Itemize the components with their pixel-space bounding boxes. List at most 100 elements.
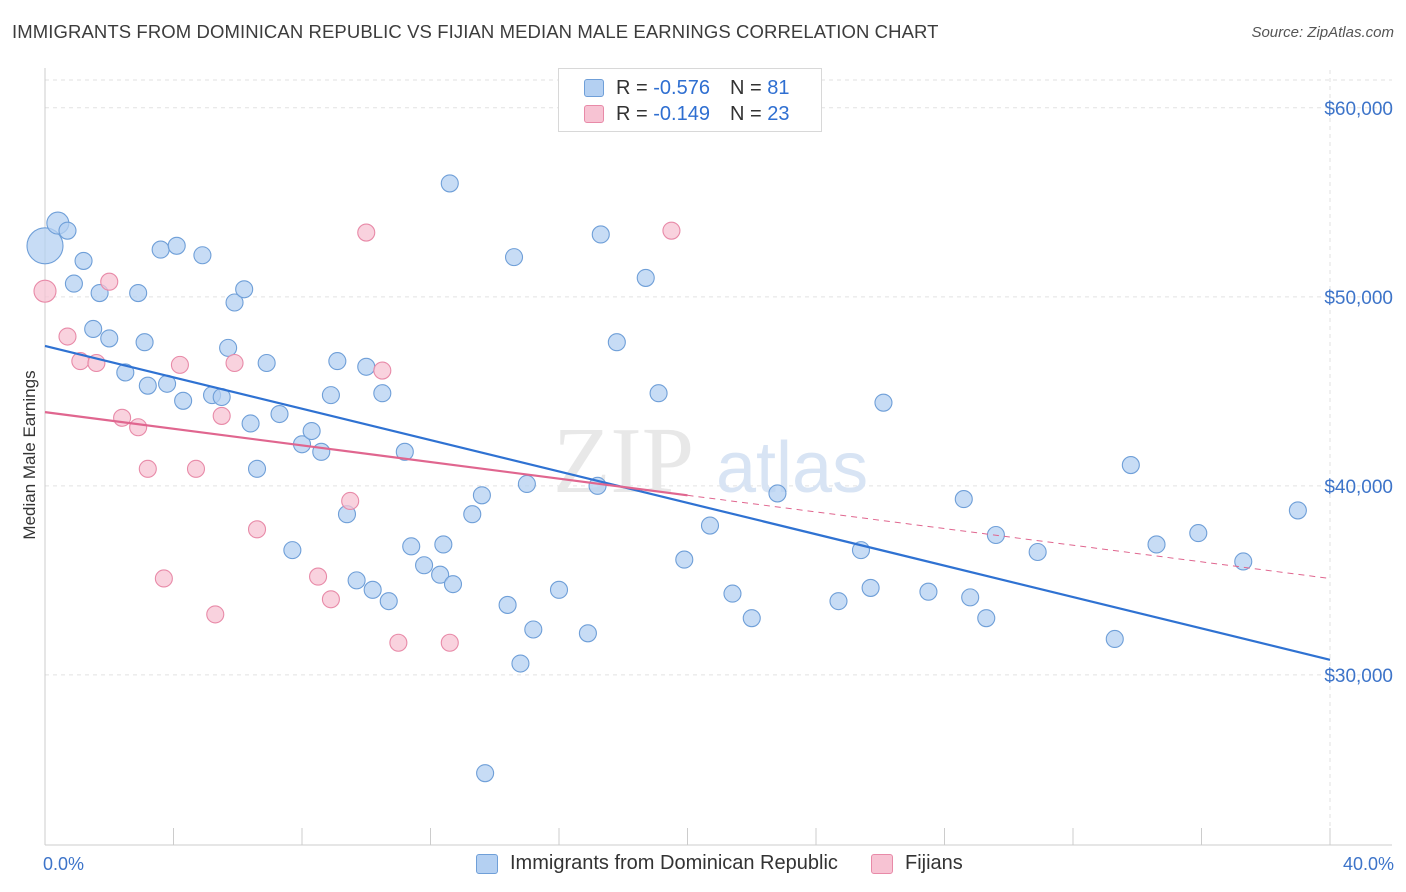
- dominican-point: [174, 391, 193, 410]
- dominican-point: [524, 620, 543, 639]
- dominican-point: [874, 393, 893, 412]
- dominican-point: [270, 404, 289, 424]
- source-label: Source: ZipAtlas.com: [1251, 24, 1394, 41]
- dominican-point: [549, 580, 569, 599]
- fijian-point: [206, 605, 225, 624]
- dominican-point: [861, 578, 880, 597]
- dominican-point: [498, 595, 517, 614]
- dominican-point: [151, 240, 170, 259]
- fijian-point: [138, 459, 157, 478]
- dominican-point: [321, 386, 340, 405]
- legend-n-value: 23: [767, 102, 790, 125]
- dominican-point: [357, 357, 376, 376]
- legend-swatch-blue: [584, 79, 604, 97]
- y-tick-label: $60,000: [1324, 99, 1393, 120]
- dominican-point: [440, 174, 459, 193]
- dominican-point: [434, 535, 453, 554]
- dominican-point: [1028, 542, 1047, 562]
- dominican-point: [919, 582, 938, 601]
- dominican-point: [1288, 501, 1307, 520]
- legend-row-fijian: R = -0.149 N = 23: [584, 102, 789, 126]
- legend-r-label: R =: [616, 76, 648, 99]
- fijian-point: [321, 590, 340, 609]
- dominican-point: [129, 283, 148, 303]
- bottom-legend-label: Fijians: [905, 852, 963, 874]
- fijian-point: [100, 272, 119, 291]
- dominican-point: [312, 442, 331, 461]
- fijian-point: [357, 223, 376, 242]
- fijian-point: [154, 569, 173, 588]
- data-points: [26, 174, 1307, 783]
- fijian-point: [309, 567, 328, 586]
- watermark-zip: ZIP: [553, 409, 694, 513]
- axes: [44, 68, 1392, 846]
- dominican-point: [247, 459, 267, 478]
- bottom-legend-swatch-pink: [871, 853, 893, 874]
- legend-r-value: -0.149: [653, 102, 710, 125]
- dominican-point: [257, 353, 276, 373]
- dominican-point: [415, 556, 434, 575]
- dominican-point: [675, 550, 694, 569]
- y-tick-label: $30,000: [1324, 666, 1393, 687]
- dominican-point: [476, 764, 495, 783]
- bottom-legend-swatch-blue: [476, 853, 498, 874]
- dominican-point: [463, 505, 482, 524]
- fijian-point: [186, 459, 206, 478]
- dominican-point: [26, 227, 64, 265]
- fijian-point: [341, 491, 360, 511]
- dominican-point: [977, 609, 996, 628]
- y-tick-label: $40,000: [1324, 477, 1393, 498]
- dominican-point: [1105, 629, 1124, 649]
- trend-lines: [44, 344, 1331, 661]
- y-tick-label: $50,000: [1324, 288, 1393, 309]
- bottom-legend-label: Immigrants from Dominican Republic: [510, 852, 838, 874]
- dominican-point: [961, 588, 980, 607]
- fijian-point: [247, 520, 267, 539]
- y-axis-label: Median Male Earnings: [20, 370, 39, 539]
- dominican-point: [135, 333, 154, 352]
- fijian-point: [33, 279, 57, 303]
- bottom-legend-dominican: Immigrants from Dominican Republic: [476, 852, 838, 875]
- dominican-point: [511, 654, 530, 673]
- dominican-point: [578, 624, 597, 643]
- dominican-point: [1121, 456, 1140, 475]
- fijian-point: [58, 327, 77, 346]
- dominican-point: [84, 319, 103, 339]
- dominican-point: [58, 221, 77, 240]
- dominican-point: [64, 274, 83, 293]
- dominican-point: [283, 541, 302, 560]
- dominican-point: [504, 248, 524, 267]
- dominican-point: [74, 251, 93, 270]
- dominican-point: [472, 486, 491, 505]
- dominican-point: [402, 537, 421, 556]
- dominican-point: [700, 516, 720, 535]
- dominican-point: [1189, 524, 1208, 543]
- dominican-point: [517, 474, 536, 494]
- fijian-point: [170, 355, 189, 374]
- dominican-point: [636, 268, 655, 287]
- legend-row-dominican: R = -0.576 N = 81: [584, 76, 789, 100]
- fijian-point: [225, 353, 244, 373]
- dominican-point: [1147, 535, 1166, 554]
- dominican-point: [649, 384, 668, 403]
- fijian-point: [662, 221, 681, 240]
- bottom-legend-fijians: Fijians: [871, 852, 963, 875]
- dominican-point: [591, 225, 610, 244]
- dominican-point: [768, 484, 787, 503]
- dominican-point: [723, 584, 742, 603]
- fijian-point: [373, 361, 392, 380]
- legend-n-label: N =: [729, 102, 762, 125]
- dominican-point: [219, 338, 238, 357]
- x-tick-label: 40.0%: [1343, 854, 1394, 874]
- fijian-trend-line: [44, 411, 688, 497]
- dominican-point: [100, 329, 119, 348]
- dominican-point: [742, 609, 761, 628]
- dominican-point: [1234, 552, 1253, 571]
- watermark: ZIP atlas: [553, 409, 868, 513]
- legend-r-value: -0.576: [653, 76, 710, 99]
- dominican-point: [241, 414, 260, 433]
- dominican-point: [138, 376, 157, 395]
- dominican-point: [373, 384, 392, 403]
- dominican-point: [363, 580, 382, 599]
- fijian-point: [212, 406, 231, 425]
